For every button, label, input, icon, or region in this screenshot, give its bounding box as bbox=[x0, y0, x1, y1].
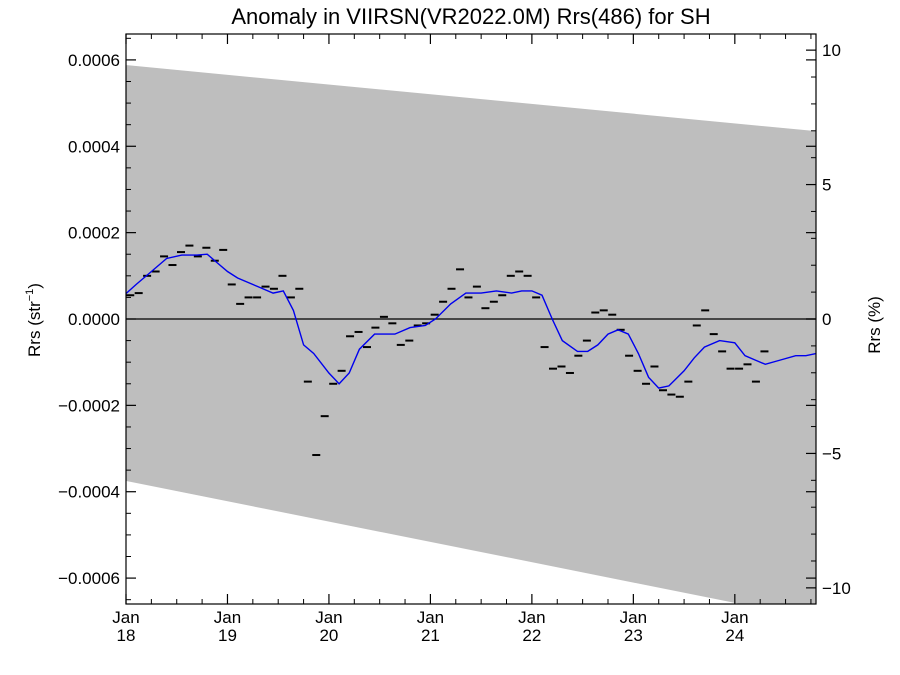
y-axis-label-left-close: ) bbox=[25, 283, 44, 289]
y-tick-label: −0.0004 bbox=[58, 483, 120, 502]
uncertainty-band bbox=[126, 65, 816, 604]
left-axis: 0.0006 0.0004 0.0002 0.0000 −0.0002 −0.0004 −0… bbox=[58, 37, 816, 601]
x-tick-label-year: 20 bbox=[319, 626, 338, 645]
y-tick-label: 0.0002 bbox=[68, 224, 120, 243]
y-tick-label: −0.0002 bbox=[58, 396, 120, 415]
y-tick-label: 0.0004 bbox=[68, 137, 120, 156]
x-tick-label-month: Jan bbox=[721, 608, 748, 627]
y2-tick-label: −5 bbox=[822, 444, 841, 463]
x-tick-label-year: 23 bbox=[624, 626, 643, 645]
x-tick-label-month: Jan bbox=[518, 608, 545, 627]
y2-tick-label: 10 bbox=[822, 41, 841, 60]
y-axis-label-right: Rrs (%) bbox=[865, 296, 884, 354]
x-tick-label-year: 24 bbox=[725, 626, 744, 645]
y-tick-label: 0.0006 bbox=[68, 51, 120, 70]
x-tick-label-month: Jan bbox=[620, 608, 647, 627]
x-tick-label-month: Jan bbox=[214, 608, 241, 627]
y-axis-label-left: Rrs (str−1) bbox=[24, 283, 44, 357]
x-tick-label-month: Jan bbox=[315, 608, 342, 627]
y-axis-label-left-superscript: −1 bbox=[24, 289, 36, 302]
y2-tick-label: 5 bbox=[822, 176, 831, 195]
monthly-points bbox=[126, 244, 769, 457]
y-tick-label: −0.0006 bbox=[58, 569, 120, 588]
x-tick-label-year: 19 bbox=[218, 626, 237, 645]
x-tick-label-month: Jan bbox=[417, 608, 444, 627]
x-tick-label-year: 21 bbox=[421, 626, 440, 645]
y-axis-label-left-main: Rrs (str bbox=[25, 301, 44, 357]
right-axis: 10 5 0 −5 −10 bbox=[806, 41, 851, 598]
x-tick-label-month: Jan bbox=[112, 608, 139, 627]
smoothed-series-line bbox=[126, 253, 816, 389]
y2-tick-label: −10 bbox=[822, 579, 851, 598]
plot-area bbox=[126, 65, 816, 604]
y-tick-label: 0.0000 bbox=[68, 310, 120, 329]
x-tick-label-year: 18 bbox=[117, 626, 136, 645]
x-tick-label-year: 22 bbox=[522, 626, 541, 645]
y2-tick-label: 0 bbox=[822, 310, 831, 329]
chart-title: Anomaly in VIIRSN(VR2022.0M) Rrs(486) fo… bbox=[231, 4, 710, 29]
